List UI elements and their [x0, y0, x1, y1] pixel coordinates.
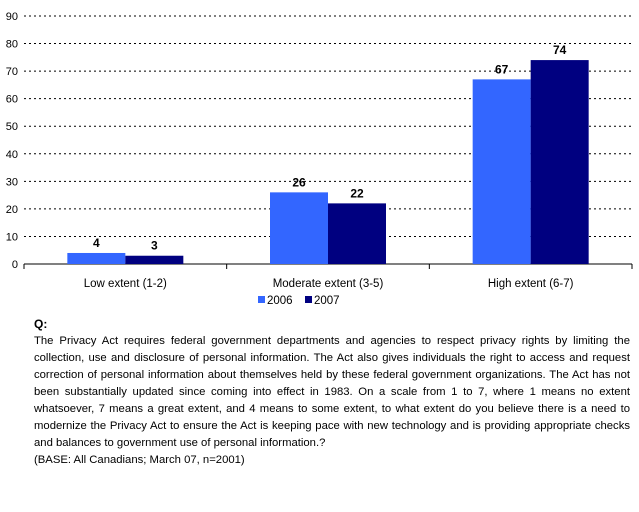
- bar-2007: [530, 60, 589, 264]
- data-label: 26: [292, 175, 306, 189]
- bar-2006: [270, 192, 328, 264]
- legend-label: 2007: [314, 295, 340, 307]
- bar-2007: [125, 255, 184, 264]
- y-tick-label: 80: [6, 39, 18, 51]
- y-tick-label: 90: [6, 11, 18, 23]
- y-tick-label: 50: [6, 121, 18, 133]
- y-tick-label: 30: [6, 176, 18, 188]
- data-label: 3: [151, 239, 158, 253]
- base-note: (BASE: All Canadians; March 07, n=2001): [34, 454, 245, 466]
- bar-2006: [67, 252, 126, 264]
- bar-2006: [472, 79, 531, 264]
- legend-swatch-2006: [258, 296, 265, 303]
- y-tick-label: 70: [6, 66, 18, 78]
- data-label: 22: [350, 186, 364, 200]
- y-tick-label: 60: [6, 94, 18, 106]
- legend-swatch-2007: [305, 296, 312, 303]
- x-category-label: High extent (6-7): [488, 278, 574, 290]
- data-label: 4: [93, 236, 100, 250]
- y-tick-label: 0: [12, 259, 18, 271]
- data-label: 67: [495, 62, 509, 76]
- question-block: Q: The Privacy Act requires federal gove…: [34, 316, 630, 469]
- y-tick-label: 20: [6, 204, 18, 216]
- question-label: Q:: [34, 317, 48, 331]
- question-text: The Privacy Act requires federal governm…: [34, 335, 630, 449]
- data-label: 74: [553, 43, 567, 57]
- x-category-label: Low extent (1-2): [84, 278, 167, 290]
- y-tick-label: 40: [6, 149, 18, 161]
- y-tick-label: 10: [6, 231, 18, 243]
- bar-chart: 0 10 20 30 40 50 60 70 80 90 4 3 Low extent (1-2) 26 2…: [6, 11, 633, 307]
- bar-2007: [328, 203, 386, 264]
- x-category-label: Moderate extent (3-5): [273, 278, 384, 290]
- legend-label: 2006: [267, 295, 293, 307]
